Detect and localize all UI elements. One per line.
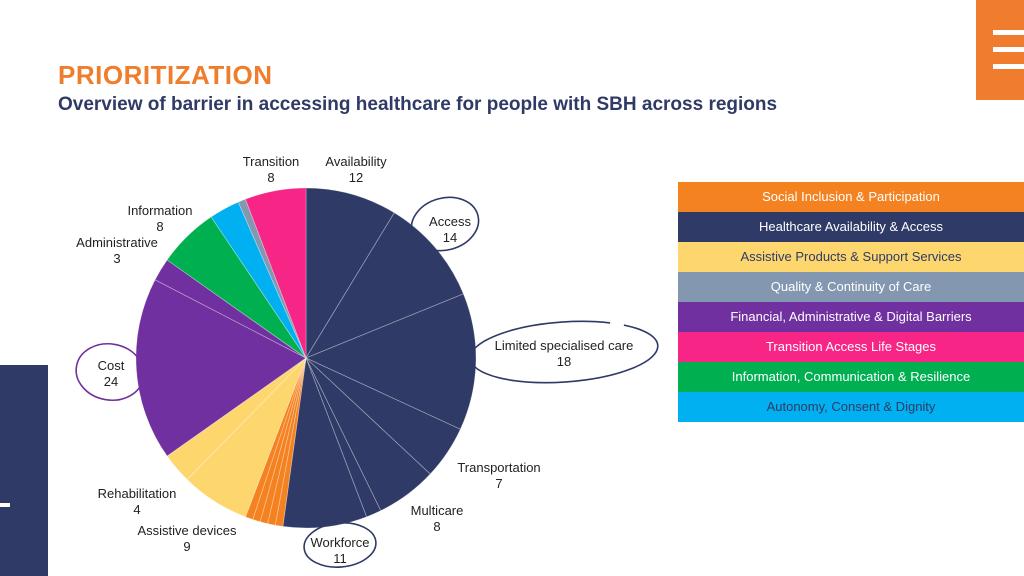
pie-slice (274, 357, 307, 527)
highlight-circle-cost (75, 343, 145, 401)
legend-item: Information, Communication & Resilience (678, 362, 1024, 392)
pie-slice-availability (305, 187, 395, 360)
pie-slice-access (305, 212, 464, 359)
pie-slice (259, 357, 307, 525)
slice-label-workforce: Workforce 11 (311, 535, 370, 566)
legend-item: Social Inclusion & Participation (678, 182, 1024, 212)
slice-label-availability: Availability 12 (325, 154, 387, 185)
pie-slice-workforce (282, 357, 368, 529)
pie-slice-assistive-devices (186, 357, 307, 518)
corner-decoration (976, 0, 1024, 100)
pie-slice-transition (244, 187, 307, 359)
legend-item: Assistive Products & Support Services (678, 242, 1024, 272)
pie-slice-administrative (154, 259, 307, 359)
pie-slice-multicare (305, 357, 431, 512)
page-title: PRIORITIZATION (58, 60, 273, 90)
pie-slice (267, 357, 307, 526)
legend-item: Quality & Continuity of Care (678, 272, 1024, 302)
highlight-circle-access (410, 196, 480, 252)
highlight-circle-workforce (303, 522, 377, 568)
slice-label-rehabilitation: Rehabilitation 4 (98, 486, 177, 517)
pie-slice-cost (135, 279, 307, 457)
highlight-circle-limited-specialised-care (469, 320, 659, 384)
slice-label-transportation: Transportation 7 (457, 460, 540, 491)
slice-label-information: Information 8 (127, 203, 192, 234)
slice-label-assistive-devices: Assistive devices 9 (138, 523, 237, 554)
legend: Social Inclusion & Participation Healthca… (678, 182, 1024, 422)
slice-label-transition: Transition 8 (243, 154, 300, 185)
slice-label-limited-specialised-care: Limited specialised care 18 (495, 338, 634, 369)
legend-item: Healthcare Availability & Access (678, 212, 1024, 242)
side-decoration (0, 365, 48, 576)
slice-label-access: Access 14 (429, 214, 471, 245)
pie-slice (210, 201, 307, 359)
slice-label-administrative: Administrative 3 (76, 235, 158, 266)
pie-slice (305, 357, 382, 518)
pie-slice-rehabilitation (166, 357, 307, 481)
pie-slice (244, 357, 307, 520)
legend-item: Transition Access Life Stages (678, 332, 1024, 362)
pie-slice-limited-specialised-care (304, 293, 477, 430)
pie-slice-transportation (305, 357, 461, 475)
legend-item: Financial, Administrative & Digital Barr… (678, 302, 1024, 332)
pie-slice (237, 198, 307, 359)
pie-slice (252, 357, 307, 523)
pie-slice-information (166, 216, 307, 359)
legend-item: Autonomy, Consent & Dignity (678, 392, 1024, 422)
page-subtitle: Overview of barrier in accessing healthc… (58, 94, 778, 115)
slice-label-cost: Cost 24 (98, 358, 125, 389)
slice-label-multicare: Multicare 8 (411, 503, 464, 534)
